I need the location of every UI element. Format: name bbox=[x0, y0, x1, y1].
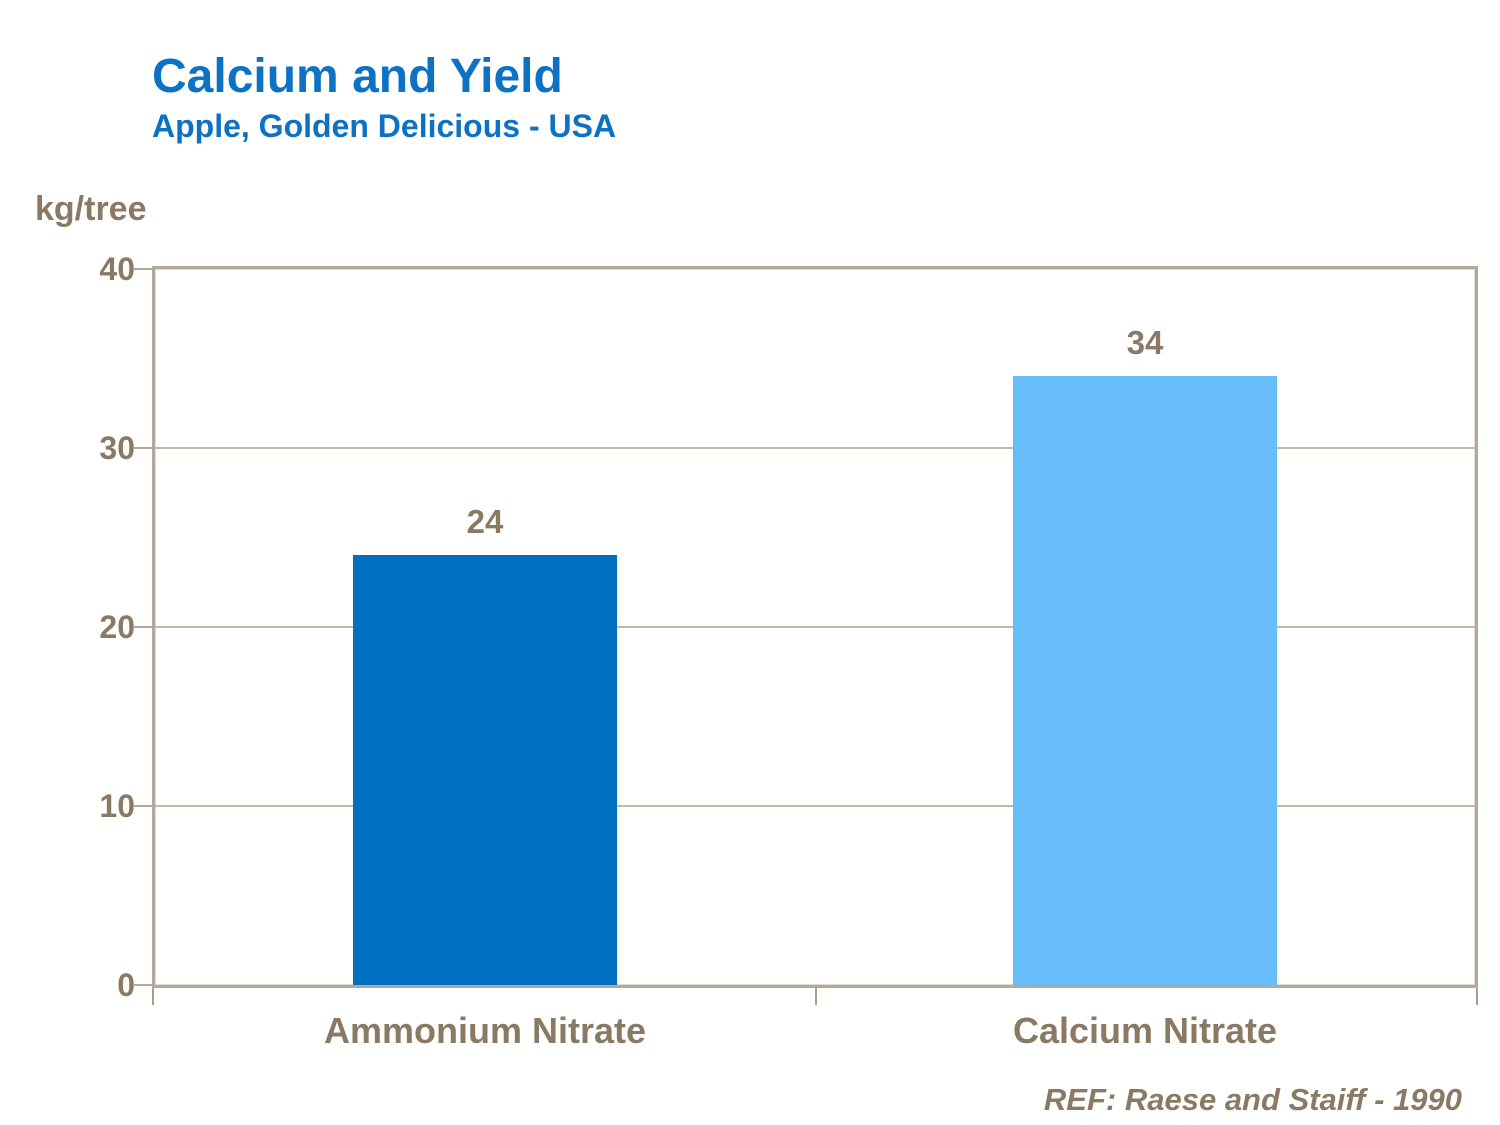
y-tick-label-30: 30 bbox=[99, 430, 135, 466]
y-tick-label-40: 40 bbox=[99, 251, 135, 287]
x-tick-mark-0 bbox=[152, 988, 154, 1005]
y-tick-mark-0 bbox=[133, 984, 152, 986]
bar-ammonium-nitrate bbox=[353, 555, 617, 985]
y-tick-label-10: 10 bbox=[99, 788, 135, 824]
y-axis-unit-label: kg/tree bbox=[35, 190, 147, 228]
plot-area: 24 34 bbox=[152, 266, 1478, 988]
x-category-label-ammonium-nitrate: Ammonium Nitrate bbox=[323, 1010, 647, 1051]
chart-title: Calcium and Yield bbox=[152, 50, 563, 103]
y-tick-label-0: 0 bbox=[117, 967, 135, 1003]
y-tick-label-20: 20 bbox=[99, 609, 135, 645]
y-tick-mark-10 bbox=[133, 805, 152, 807]
bar-value-label-34: 34 bbox=[1126, 324, 1164, 362]
gridline-y-10 bbox=[155, 805, 1475, 807]
x-tick-mark-1 bbox=[815, 988, 817, 1005]
y-tick-mark-20 bbox=[133, 626, 152, 628]
chart-subtitle: Apple, Golden Delicious - USA bbox=[152, 108, 617, 144]
gridline-y-20 bbox=[155, 626, 1475, 628]
x-category-label-calcium-nitrate: Calcium Nitrate bbox=[1012, 1010, 1278, 1051]
bar-value-label-24: 24 bbox=[466, 503, 504, 541]
y-tick-mark-30 bbox=[133, 447, 152, 449]
reference-text: REF: Raese and Staiff - 1990 bbox=[1043, 1082, 1462, 1117]
x-tick-mark-2 bbox=[1476, 988, 1478, 1005]
bar-calcium-nitrate bbox=[1013, 376, 1277, 985]
gridline-y-30 bbox=[155, 447, 1475, 449]
y-tick-mark-40 bbox=[133, 268, 152, 270]
